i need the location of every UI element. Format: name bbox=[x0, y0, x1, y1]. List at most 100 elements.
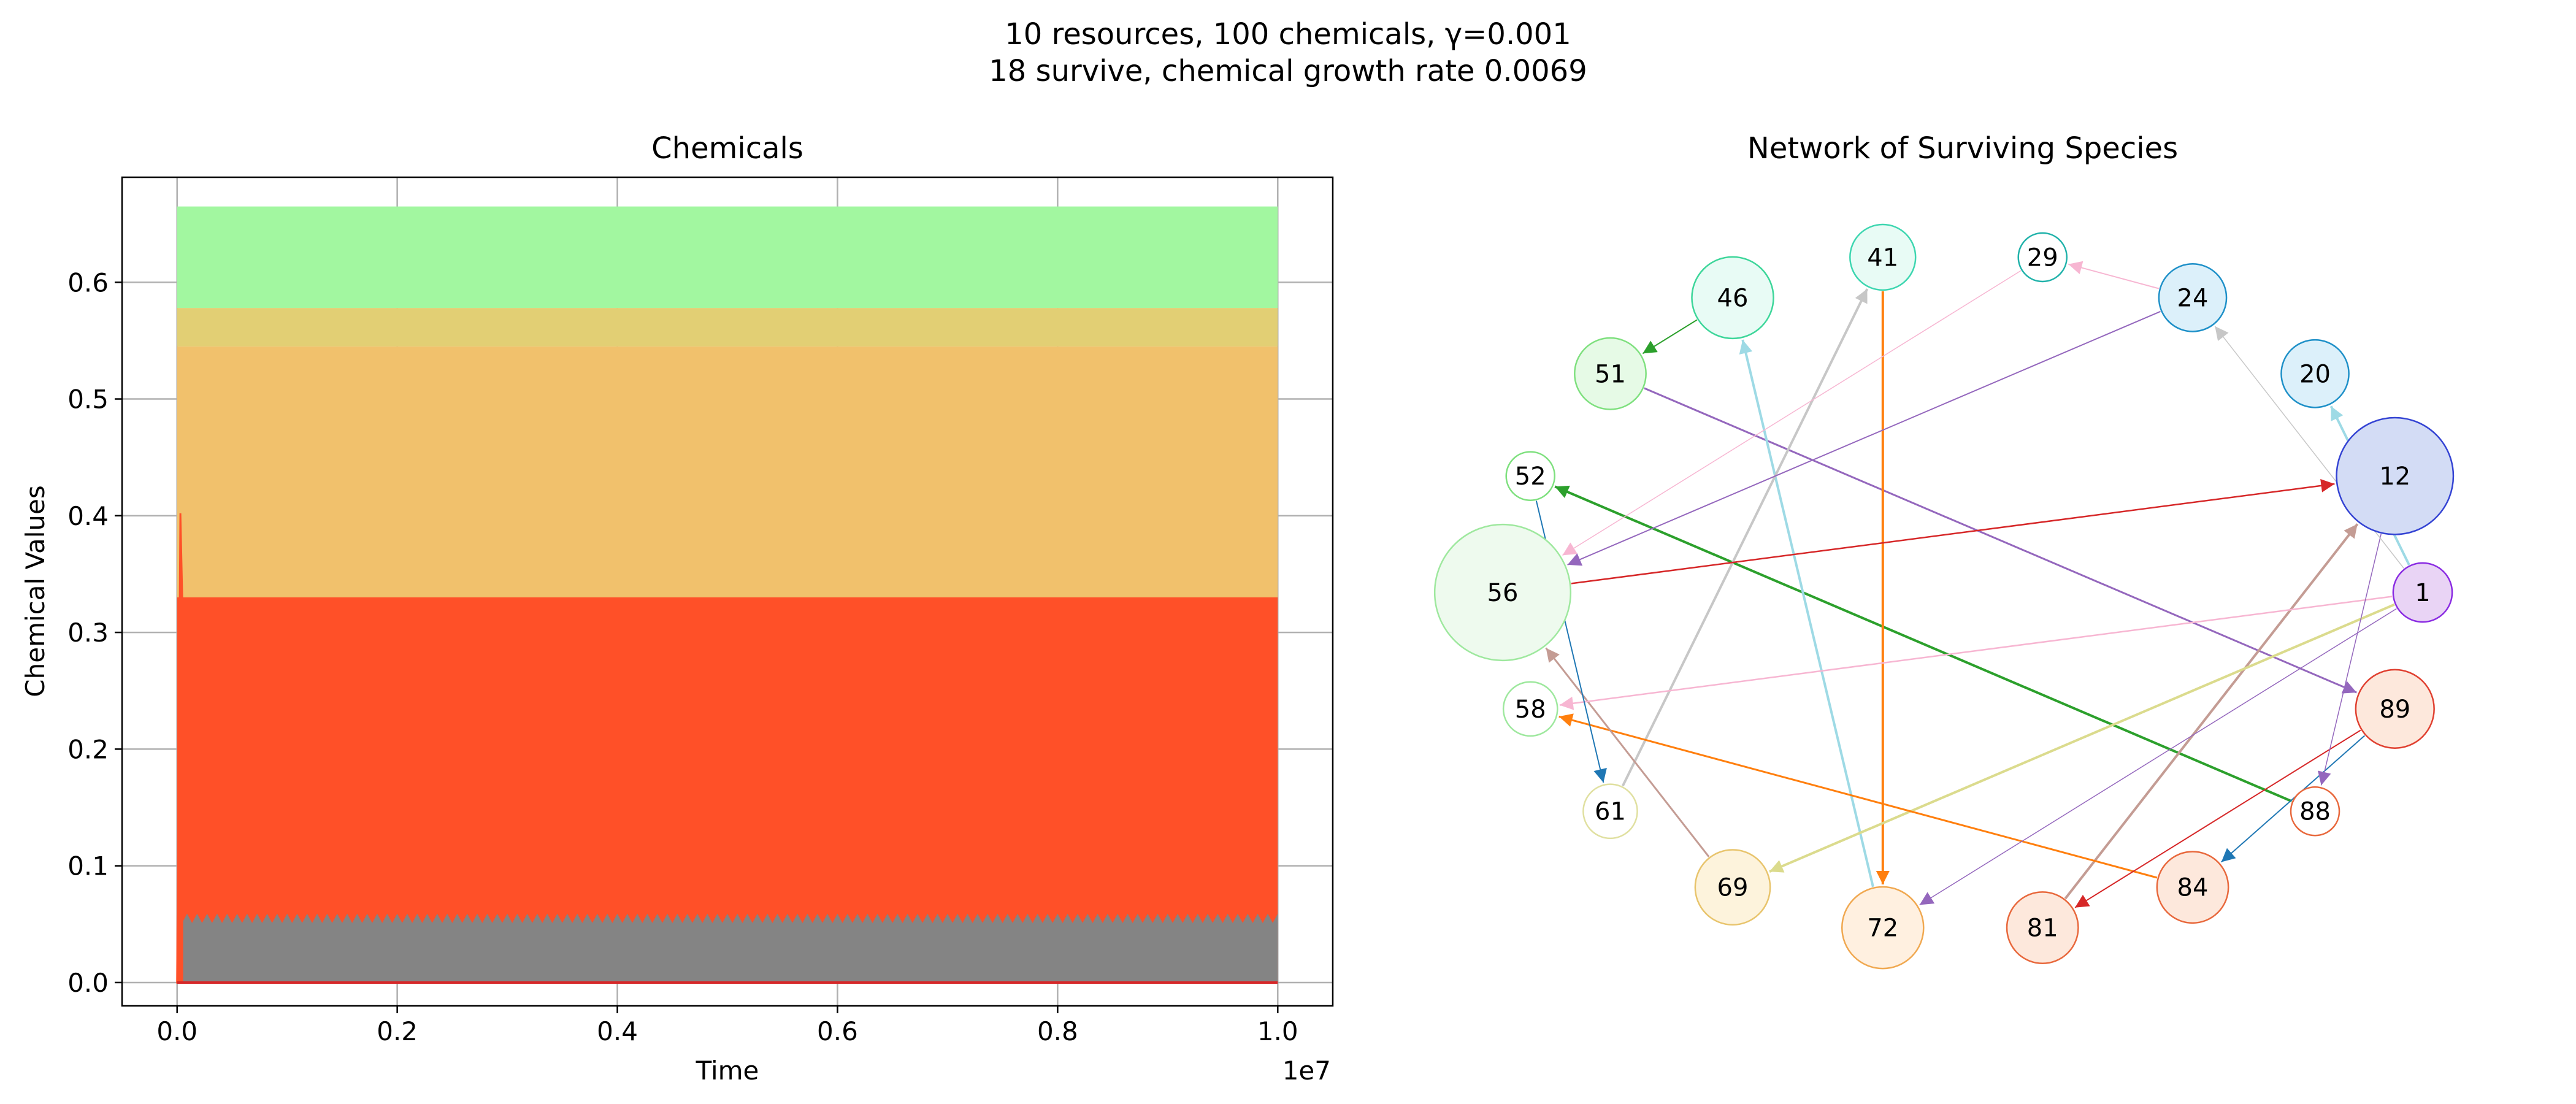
network-node-circle bbox=[1691, 256, 1774, 340]
chemical-band bbox=[177, 308, 1278, 347]
chemical-band bbox=[177, 206, 1278, 309]
x-tick-label: 0.8 bbox=[1037, 1016, 1078, 1046]
network-node-circle bbox=[2336, 416, 2455, 535]
network-node-label: 61 bbox=[1595, 798, 1626, 826]
network-node-circle bbox=[1433, 523, 1572, 662]
y-tick-label: 0.6 bbox=[67, 267, 109, 297]
network-node-circle bbox=[1505, 451, 1555, 501]
network-node: 72 bbox=[1841, 886, 1925, 970]
network-node-label: 51 bbox=[1595, 360, 1626, 388]
network-node-label: 69 bbox=[1717, 874, 1749, 902]
network-node: 52 bbox=[1505, 451, 1555, 501]
network-node: 88 bbox=[2290, 786, 2340, 837]
network-node-circle bbox=[1849, 223, 1917, 291]
x-tick-label: 0.2 bbox=[377, 1016, 418, 1046]
chemical-band bbox=[177, 913, 1278, 983]
network-node: 24 bbox=[2158, 263, 2228, 332]
x-tick-label: 0.6 bbox=[817, 1016, 858, 1046]
network-node: 41 bbox=[1849, 223, 1917, 291]
network-node-label: 29 bbox=[2027, 243, 2058, 272]
network-node-label: 41 bbox=[1867, 243, 1898, 272]
network-edge bbox=[1554, 485, 2293, 803]
network-nodes: 1 12 20 24 29 41 46 51 52 56 58 61 69 72 81 84 88 89 bbox=[1433, 223, 2455, 970]
y-tick-label: 0.3 bbox=[67, 618, 109, 648]
network-node: 56 bbox=[1433, 523, 1572, 662]
chemicals-x-ticks: 0.0 0.2 0.4 0.6 0.8 1.0 bbox=[156, 1006, 1298, 1046]
network-node-label: 46 bbox=[1717, 284, 1749, 312]
network-edges bbox=[1535, 261, 2410, 908]
x-tick-label: 0.0 bbox=[156, 1016, 197, 1046]
network-chart-title: Network of Surviving Species bbox=[1747, 131, 2178, 166]
x-tick-label: 0.4 bbox=[597, 1016, 638, 1046]
network-node: 89 bbox=[2355, 669, 2435, 749]
chemicals-axes-frame bbox=[121, 176, 1334, 1007]
chemicals-x-axis-label: Time bbox=[696, 1056, 759, 1086]
network-node-circle bbox=[2392, 562, 2453, 623]
network-node-label: 12 bbox=[2379, 462, 2410, 491]
chemicals-x-offset-label: 1e7 bbox=[1282, 1056, 1331, 1086]
network-node-label: 81 bbox=[2027, 914, 2058, 943]
chemicals-data-area bbox=[176, 206, 1278, 984]
network-edge bbox=[1571, 478, 2335, 585]
network-edge bbox=[2221, 735, 2366, 863]
chemicals-chart: Chemicals 0.0 0.2 0.4 0.6 0.8 1.0 0.00.10.20.… bbox=[20, 131, 1334, 1086]
chemicals-y-axis-label: Chemical Values bbox=[20, 485, 50, 697]
y-tick-label: 0.0 bbox=[67, 968, 109, 998]
network-node-circle bbox=[2290, 786, 2340, 837]
network-edge bbox=[2064, 523, 2359, 900]
network-edge bbox=[1919, 608, 2397, 906]
network-node-circle bbox=[2355, 669, 2435, 749]
network-node-circle bbox=[1694, 849, 1771, 926]
network-edge bbox=[1545, 647, 1710, 857]
y-tick-label: 0.4 bbox=[67, 501, 109, 531]
figure-title-line1: 10 resources, 100 chemicals, γ=0.001 bbox=[1005, 17, 1571, 52]
network-edge bbox=[2317, 534, 2382, 786]
network-edge bbox=[1642, 319, 1698, 355]
network-node: 69 bbox=[1694, 849, 1771, 926]
network-node: 12 bbox=[2336, 416, 2455, 535]
network-node-label: 58 bbox=[1515, 696, 1546, 724]
network-chart: Network of Surviving Species 1 12 20 24 29 41… bbox=[1433, 131, 2455, 970]
network-node-circle bbox=[2280, 339, 2350, 408]
network-node: 46 bbox=[1691, 256, 1774, 340]
network-edge bbox=[1644, 387, 2357, 694]
y-tick-label: 0.5 bbox=[67, 385, 109, 415]
network-edge bbox=[2068, 261, 2160, 289]
network-node-label: 52 bbox=[1515, 462, 1546, 491]
network-node-circle bbox=[1502, 681, 1558, 737]
chemical-band bbox=[177, 346, 1278, 598]
network-node-circle bbox=[2156, 851, 2229, 924]
network-edge bbox=[1559, 596, 2393, 710]
network-node-circle bbox=[1841, 886, 1925, 970]
network-edge bbox=[2074, 729, 2361, 908]
network-node-label: 72 bbox=[1867, 914, 1898, 943]
network-node: 1 bbox=[2392, 562, 2453, 623]
network-edge bbox=[1769, 603, 2395, 873]
network-node: 20 bbox=[2280, 339, 2350, 408]
chemicals-y-ticks: 0.0 0.1 0.2 0.3 0.4 0.5 0.6 bbox=[67, 267, 122, 998]
network-node-label: 24 bbox=[2177, 284, 2209, 312]
chemical-band bbox=[177, 597, 1278, 983]
network-node: 81 bbox=[2006, 891, 2079, 965]
network-node: 61 bbox=[1582, 783, 1638, 840]
network-node-circle bbox=[2158, 263, 2228, 332]
network-node: 58 bbox=[1502, 681, 1558, 737]
network-node: 84 bbox=[2156, 851, 2229, 924]
network-edge bbox=[1567, 310, 2161, 566]
y-tick-label: 0.1 bbox=[67, 851, 109, 881]
network-node-label: 56 bbox=[1487, 579, 1519, 607]
figure-title-line2: 18 survive, chemical growth rate 0.0069 bbox=[989, 54, 1587, 88]
network-node: 29 bbox=[2017, 232, 2068, 283]
network-node-label: 1 bbox=[2415, 579, 2430, 607]
network-node: 51 bbox=[1574, 337, 1647, 410]
network-node-circle bbox=[2006, 891, 2079, 965]
network-edge bbox=[1622, 288, 1869, 787]
network-node-circle bbox=[1574, 337, 1647, 410]
network-node-circle bbox=[1582, 783, 1638, 840]
network-edge bbox=[1558, 713, 2158, 879]
network-node-label: 84 bbox=[2177, 874, 2209, 902]
network-node-label: 89 bbox=[2379, 696, 2410, 724]
chemicals-chart-title: Chemicals bbox=[651, 131, 803, 166]
network-edge bbox=[1562, 270, 2022, 556]
network-node-circle bbox=[2017, 232, 2068, 283]
